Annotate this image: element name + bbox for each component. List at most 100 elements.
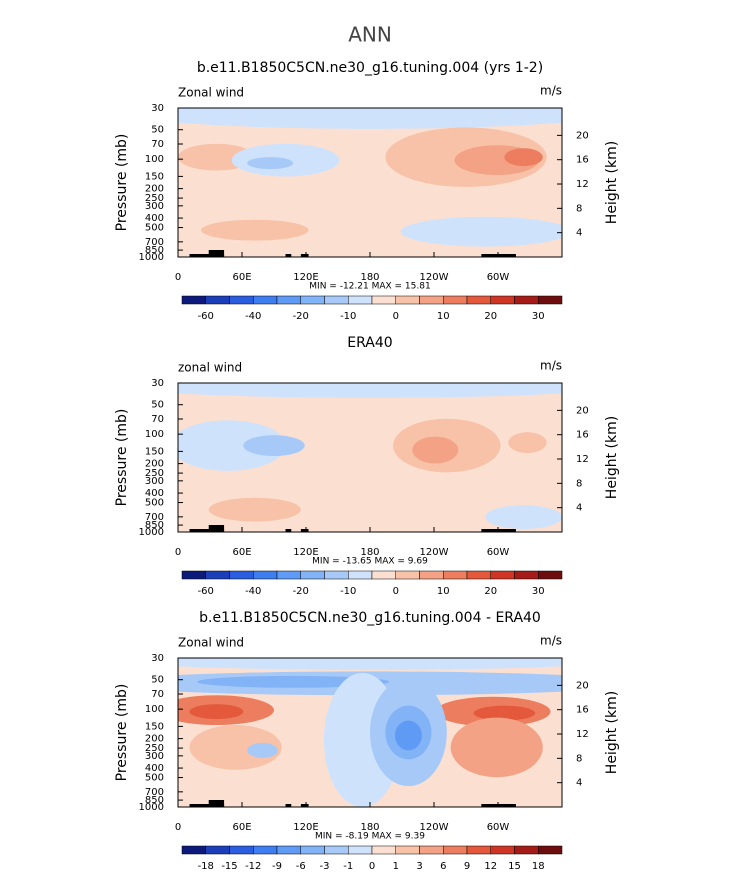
y2-tick-label: 8 (576, 203, 582, 214)
contour-field (178, 108, 562, 257)
colorbar-box (395, 845, 420, 855)
y-tick-label: 100 (145, 154, 164, 165)
y-axis-label: Pressure (mb) (114, 134, 130, 232)
y2-tick-label: 16 (576, 430, 589, 441)
x-tick-label: 180 (360, 547, 379, 558)
colorbar-box (253, 570, 278, 580)
y-tick-label: 850 (145, 520, 164, 531)
contour (189, 704, 244, 720)
y-tick-label: 700 (145, 787, 164, 798)
colorbar-tick-label: 10 (437, 311, 450, 322)
contour (247, 742, 278, 758)
colorbar-tick-label: 12 (484, 861, 497, 872)
colorbar-tick-label: 0 (393, 311, 399, 322)
colorbar-box (324, 845, 349, 855)
topography (481, 529, 516, 532)
min-max: MIN = -12.21 MAX = 15.81 (309, 282, 430, 292)
right-label: m/s (540, 634, 562, 648)
contour (450, 717, 543, 778)
y2-tick-label: 4 (576, 503, 582, 514)
y-tick-label: 500 (145, 773, 164, 784)
colorbar-box (490, 845, 515, 855)
left-label: Zonal wind (178, 636, 244, 650)
colorbar-tick-label: -20 (293, 586, 309, 597)
y-tick-label: 250 (145, 193, 164, 204)
topography (481, 254, 516, 257)
y2-tick-label: 20 (576, 405, 589, 416)
colorbar-box (371, 570, 396, 580)
colorbar-tick-label: 30 (532, 311, 545, 322)
contour (394, 720, 422, 751)
colorbar-tick-label: -9 (272, 861, 282, 872)
y-axis-label: Pressure (mb) (114, 409, 130, 507)
colorbar-tick-label: -10 (340, 311, 356, 322)
y-tick-label: 1000 (139, 802, 164, 813)
x-tick-label: 60E (232, 547, 251, 558)
contour (208, 497, 301, 522)
figure-title: ANN (348, 23, 392, 47)
panel-title: ERA40 (347, 335, 392, 351)
y-tick-label: 200 (145, 734, 164, 745)
y-tick-label: 70 (151, 414, 164, 425)
y-tick-label: 250 (145, 743, 164, 754)
y-tick-label: 1000 (139, 252, 164, 263)
colorbar-box (253, 295, 278, 305)
colorbar-tick-label: 3 (416, 861, 422, 872)
y-tick-label: 30 (151, 103, 164, 114)
y2-tick-label: 12 (576, 179, 589, 190)
y-tick-label: 1000 (139, 527, 164, 538)
y-tick-label: 50 (151, 675, 164, 686)
colorbar-box (300, 570, 325, 580)
colorbar-box (514, 845, 539, 855)
contour (201, 219, 309, 241)
y-tick-label: 30 (151, 653, 164, 664)
colorbar-box (538, 570, 563, 580)
colorbar-tick-label: -40 (245, 311, 261, 322)
panel: b.e11.B1850C5CN.ne30_g16.tuning.004 (yrs… (114, 60, 620, 322)
contour (243, 435, 305, 457)
colorbar-box (395, 295, 420, 305)
colorbar-box (324, 295, 349, 305)
contour (178, 383, 562, 398)
colorbar-box (205, 295, 230, 305)
colorbar-tick-label: -6 (296, 861, 306, 872)
colorbar-box (300, 845, 325, 855)
colorbar-tick-label: 0 (369, 861, 375, 872)
colorbar-box (348, 570, 373, 580)
y-tick-label: 250 (145, 468, 164, 479)
y2-axis-label: Height (km) (604, 691, 620, 774)
x-tick-label: 180 (360, 272, 379, 283)
x-tick-label: 120W (420, 272, 449, 283)
colorbar-tick-label: -20 (293, 311, 309, 322)
colorbar-box (371, 295, 396, 305)
colorbar-tick-label: 30 (532, 586, 545, 597)
colorbar-box (348, 845, 373, 855)
y-tick-label: 150 (145, 171, 164, 182)
colorbar-box (419, 845, 444, 855)
y2-axis-label: Height (km) (604, 141, 620, 224)
topography (300, 254, 309, 257)
topography (189, 529, 225, 532)
colorbar-box (371, 845, 396, 855)
x-tick-label: 60E (232, 822, 251, 833)
y-tick-label: 70 (151, 689, 164, 700)
y-tick-label: 70 (151, 139, 164, 150)
colorbar-box (419, 570, 444, 580)
colorbar-box (181, 845, 206, 855)
y-tick-label: 300 (145, 751, 164, 762)
colorbar-box (466, 295, 491, 305)
topography (285, 529, 292, 532)
colorbar-box (419, 295, 444, 305)
right-label: m/s (540, 359, 562, 373)
colorbar-box (324, 570, 349, 580)
y-tick-label: 850 (145, 245, 164, 256)
y-tick-label: 100 (145, 429, 164, 440)
contour-field (178, 658, 562, 807)
colorbar-tick-label: -15 (221, 861, 237, 872)
topography (189, 804, 225, 807)
topography (300, 529, 309, 532)
x-tick-label: 120E (293, 272, 318, 283)
topography (285, 804, 292, 807)
x-tick-label: 0 (175, 547, 181, 558)
y2-tick-label: 20 (576, 680, 589, 691)
